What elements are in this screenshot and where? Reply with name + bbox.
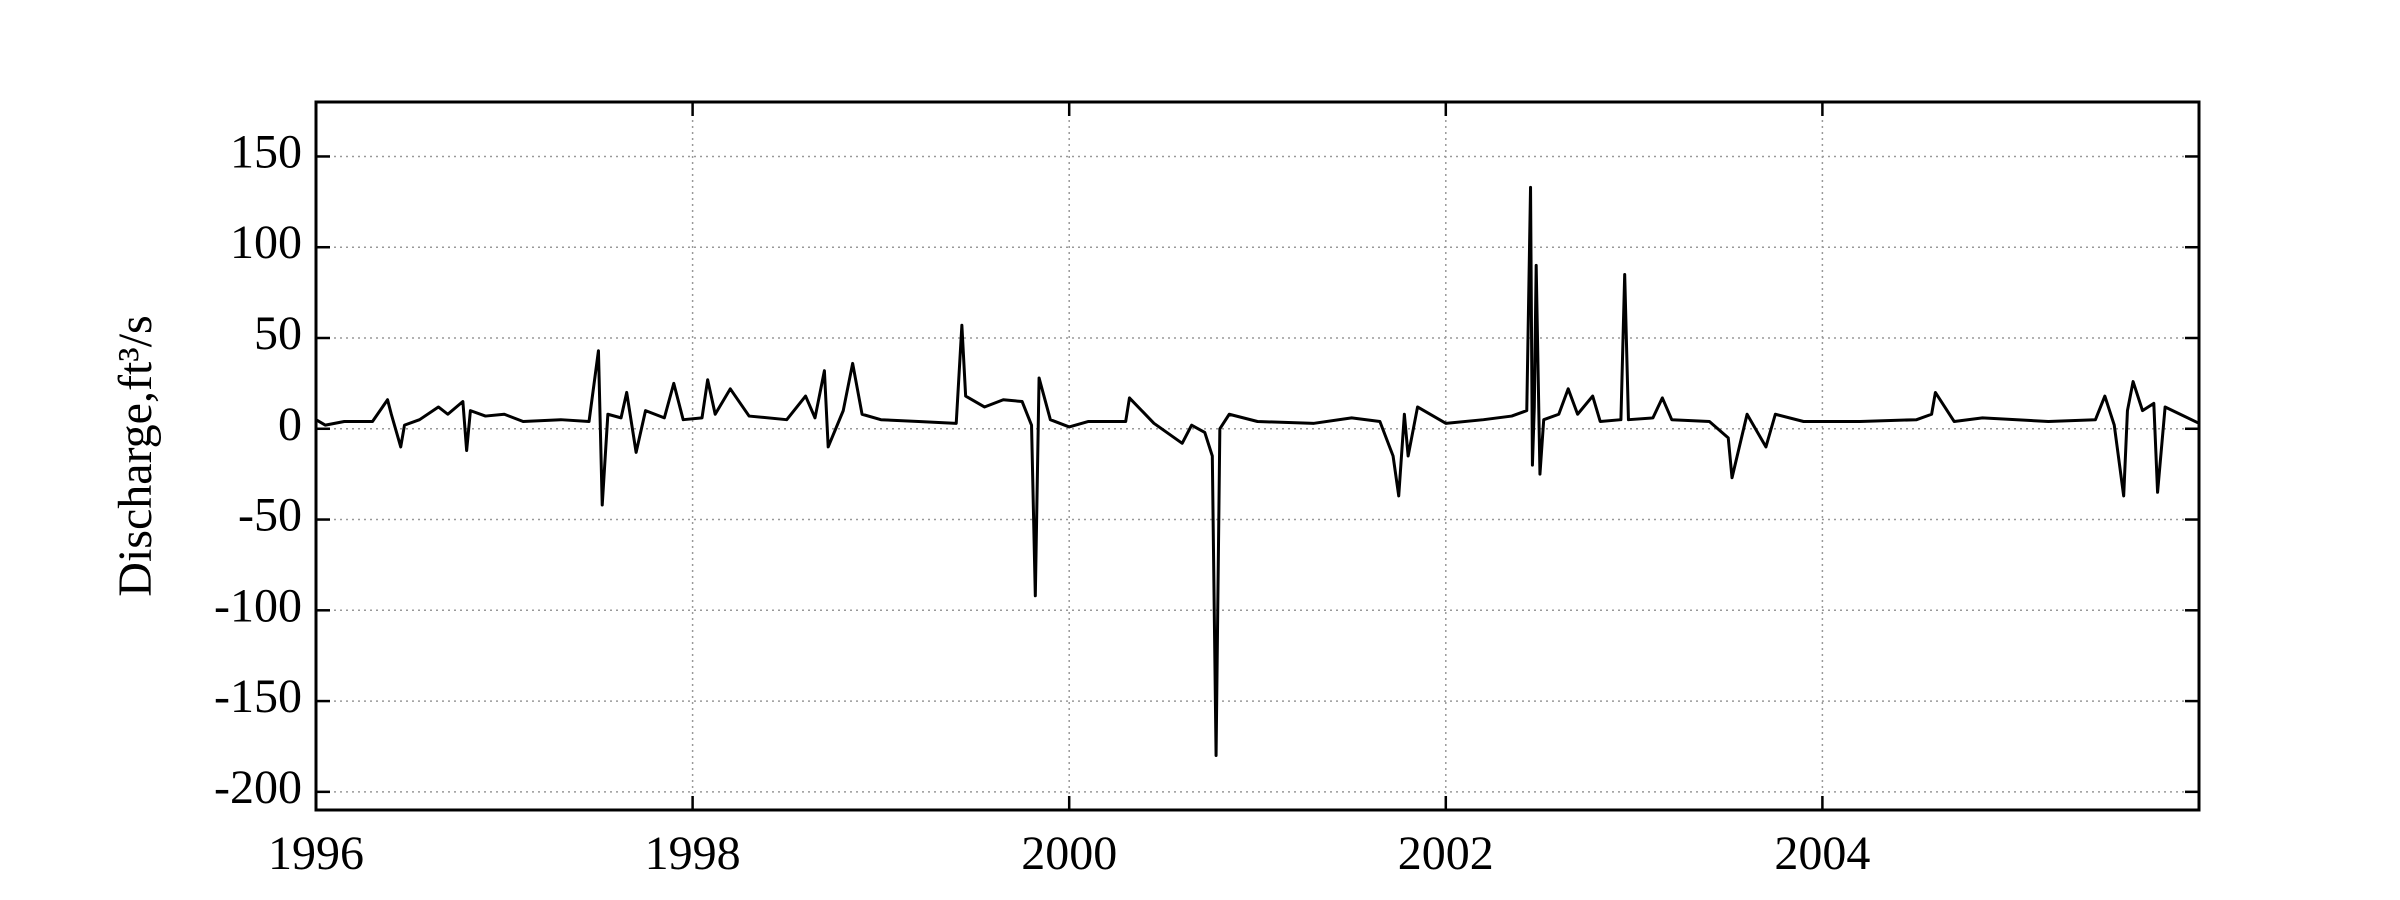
x-tick-label: 1996	[268, 827, 364, 880]
x-tick-label: 2000	[1021, 827, 1117, 880]
y-axis-label: Discharge,ft³/s	[109, 315, 162, 596]
x-tick-label: 2002	[1398, 827, 1494, 880]
y-tick-label: -100	[214, 579, 302, 632]
x-tick-label: 1998	[645, 827, 741, 880]
y-tick-label: 0	[278, 398, 302, 451]
y-tick-label: -50	[238, 489, 302, 542]
y-tick-label: 50	[254, 307, 302, 360]
x-tick-label: 2004	[1774, 827, 1870, 880]
data-line	[315, 185, 2200, 758]
y-tick-label: 100	[230, 216, 302, 269]
y-tick-label: 150	[230, 125, 302, 178]
y-tick-label: -150	[214, 670, 302, 723]
plot-frame	[314, 100, 2201, 812]
y-tick-label: -200	[214, 761, 302, 814]
